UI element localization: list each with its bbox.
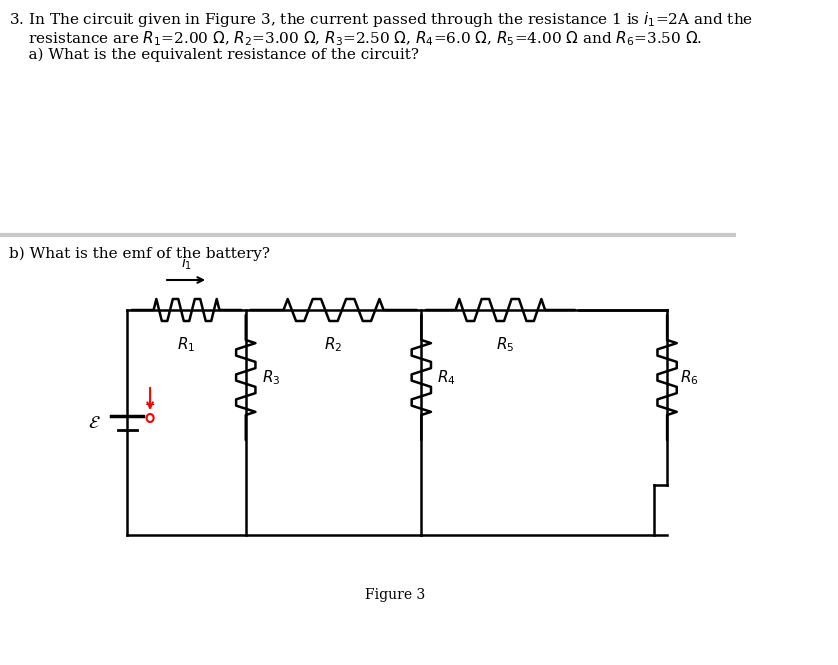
Text: Figure 3: Figure 3 [365,588,425,602]
Text: $R_4$: $R_4$ [437,368,456,387]
Text: b) What is the emf of the battery?: b) What is the emf of the battery? [8,247,273,261]
Text: 3. In The circuit given in Figure 3, the current passed through the resistance 1: 3. In The circuit given in Figure 3, the… [8,10,753,29]
Text: $R_3$: $R_3$ [261,368,280,387]
Text: $i_1$: $i_1$ [180,255,192,272]
Text: $R_2$: $R_2$ [324,335,343,354]
Text: $R_1$: $R_1$ [177,335,195,354]
Text: $R_6$: $R_6$ [680,368,699,387]
Text: resistance are $R_1$=2.00 $\Omega$, $R_2$=3.00 $\Omega$, $R_3$=2.50 $\Omega$, $R: resistance are $R_1$=2.00 $\Omega$, $R_2… [8,29,702,48]
Text: $R_5$: $R_5$ [495,335,514,354]
Text: $\mathcal{E}$: $\mathcal{E}$ [87,414,101,432]
Text: a) What is the equivalent resistance of the circuit?: a) What is the equivalent resistance of … [8,48,419,63]
Text: +: + [145,398,155,411]
